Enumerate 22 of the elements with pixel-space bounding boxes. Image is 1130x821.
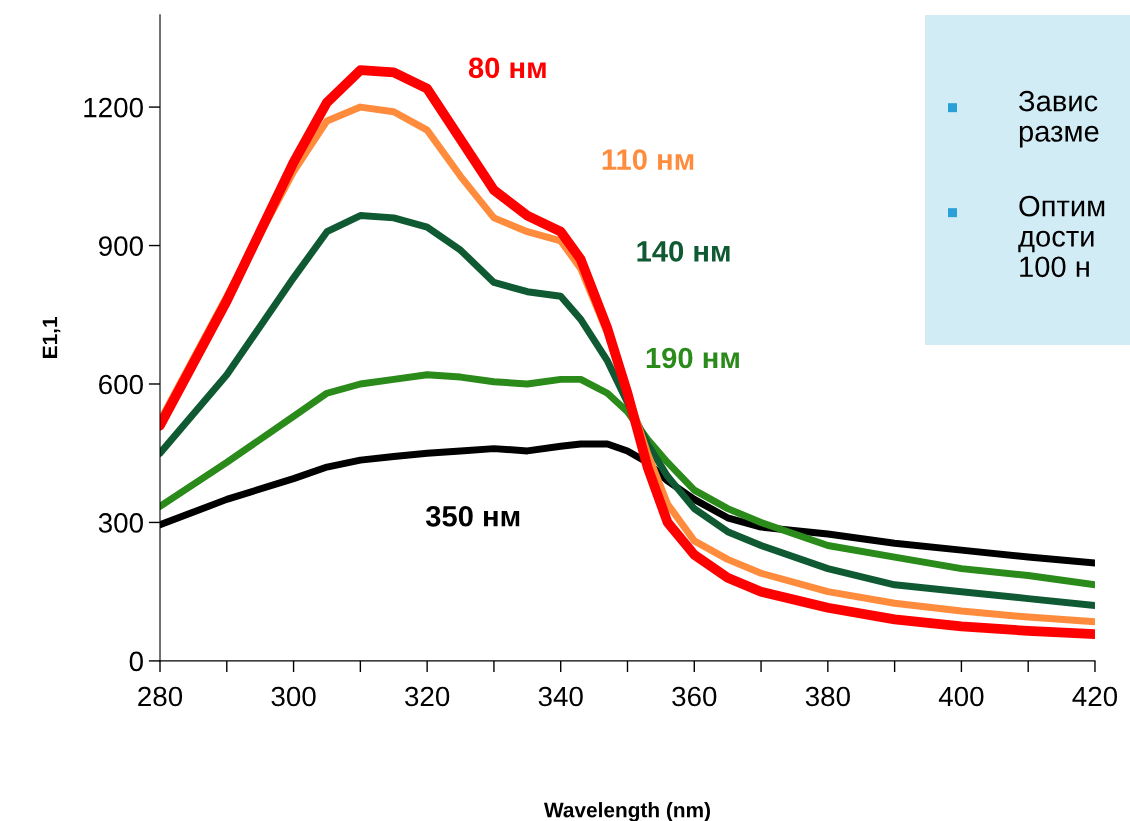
x-axis-title: Wavelength (nm): [543, 802, 710, 821]
x-tick-label: 280: [138, 686, 183, 707]
x-tick-label: 320: [405, 686, 450, 707]
y-axis-title: E1,1: [42, 316, 61, 358]
y-tick-label: 1200: [84, 97, 143, 118]
x-tick-label: 300: [271, 686, 316, 707]
annotation: Завис разме: [1018, 90, 1099, 148]
text: 140 нм: [637, 241, 730, 262]
series-label: 190 нм: [646, 347, 739, 369]
series-label: 350 нм: [425, 505, 520, 527]
series-label: 80 нм: [468, 57, 546, 79]
y-tick-label: 300: [98, 513, 143, 533]
x-tick-label: 380: [805, 686, 850, 707]
x-tick-label: 400: [938, 686, 984, 707]
text: 110 нм: [602, 149, 694, 170]
x-tick-label: 420: [1072, 686, 1118, 707]
annotation: Оптим дости 100 н: [1018, 195, 1105, 278]
y-tick-label: 900: [99, 236, 143, 256]
x-tick-label: 340: [538, 686, 583, 707]
y-tick-label: 600: [99, 374, 143, 395]
y-tick-label: 0: [129, 651, 143, 672]
x-tick-label: 360: [672, 686, 717, 707]
